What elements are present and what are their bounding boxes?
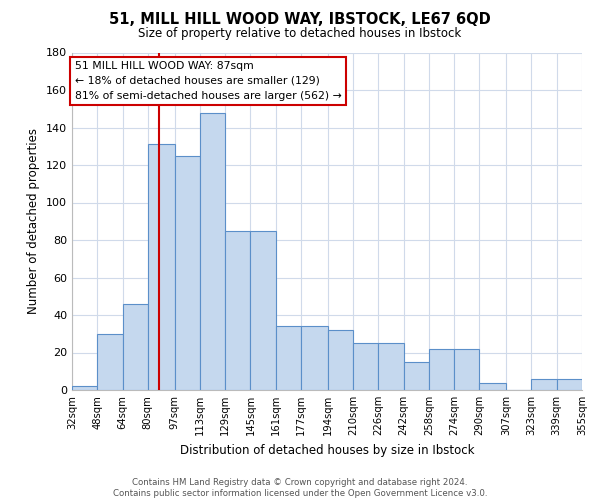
Bar: [200, 112, 225, 390]
Text: Contains HM Land Registry data © Crown copyright and database right 2024.
Contai: Contains HM Land Registry data © Crown c…: [113, 478, 487, 498]
Bar: [379, 343, 404, 390]
Bar: [250, 230, 275, 390]
Bar: [532, 379, 557, 390]
Bar: [454, 349, 479, 390]
Bar: [557, 379, 582, 390]
Bar: [148, 144, 175, 390]
Y-axis label: Number of detached properties: Number of detached properties: [28, 128, 40, 314]
Bar: [429, 349, 454, 390]
Bar: [301, 326, 328, 390]
Bar: [225, 230, 250, 390]
Bar: [97, 334, 122, 390]
Bar: [353, 343, 379, 390]
Bar: [479, 382, 506, 390]
Text: Size of property relative to detached houses in Ibstock: Size of property relative to detached ho…: [139, 28, 461, 40]
Text: 51, MILL HILL WOOD WAY, IBSTOCK, LE67 6QD: 51, MILL HILL WOOD WAY, IBSTOCK, LE67 6Q…: [109, 12, 491, 28]
Text: 51 MILL HILL WOOD WAY: 87sqm
← 18% of detached houses are smaller (129)
81% of s: 51 MILL HILL WOOD WAY: 87sqm ← 18% of de…: [74, 61, 341, 100]
X-axis label: Distribution of detached houses by size in Ibstock: Distribution of detached houses by size …: [180, 444, 474, 456]
Bar: [175, 156, 200, 390]
Bar: [275, 326, 301, 390]
Bar: [328, 330, 353, 390]
Bar: [122, 304, 148, 390]
Bar: [404, 362, 429, 390]
Bar: [72, 386, 97, 390]
